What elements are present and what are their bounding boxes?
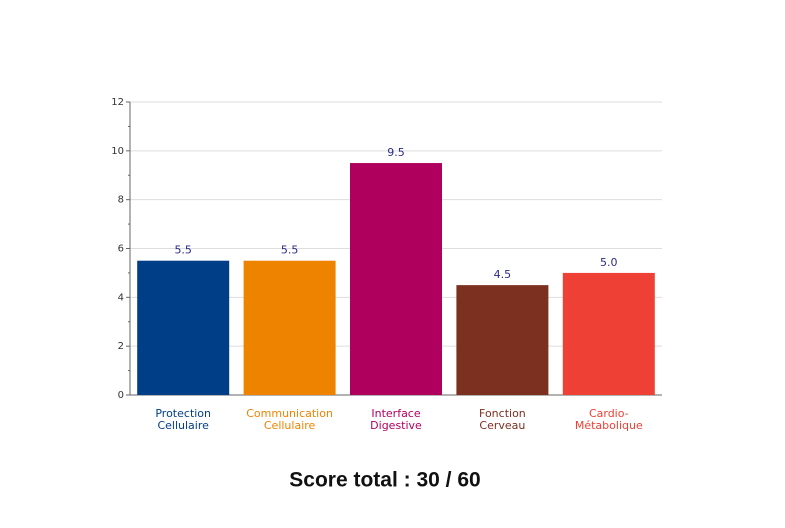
y-tick-label: 2 (118, 341, 124, 352)
bar (350, 163, 442, 395)
y-tick-label: 10 (111, 146, 124, 157)
x-tick-label: Interface (371, 407, 420, 420)
value-label: 4.5 (494, 268, 512, 281)
x-tick-label: Cellulaire (157, 419, 209, 432)
bar (562, 272, 655, 395)
bar (456, 285, 549, 395)
x-tick-label: Communication (246, 407, 333, 420)
bar (137, 260, 230, 395)
value-label: 5.5 (281, 244, 299, 257)
x-tick-label: Protection (155, 407, 211, 420)
y-tick-label: 0 (118, 390, 124, 401)
value-label: 9.5 (387, 146, 405, 159)
x-tick-label: Digestive (370, 419, 422, 432)
score-total: Score total : 30 / 60 (289, 469, 480, 492)
x-tick-label: Cellulaire (264, 419, 316, 432)
y-tick-label: 8 (118, 195, 124, 206)
x-tick-label: Fonction (479, 407, 526, 420)
value-label: 5.0 (600, 256, 618, 269)
y-tick-label: 12 (111, 97, 124, 108)
x-tick-label: Cardio- (589, 407, 629, 420)
x-tick-label: Métabolique (575, 419, 643, 432)
y-tick-label: 4 (118, 292, 124, 303)
bar (243, 260, 336, 395)
x-tick-label: Cerveau (479, 419, 525, 432)
value-label: 5.5 (174, 244, 192, 257)
y-tick-label: 6 (118, 244, 124, 255)
